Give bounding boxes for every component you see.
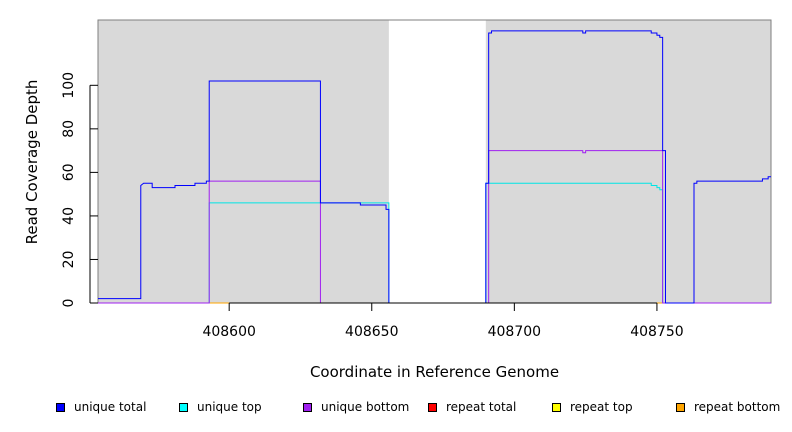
legend-item-repeat-total: repeat total (428, 400, 516, 414)
y-tick-label: 0 (61, 299, 77, 308)
legend-label: unique total (74, 400, 147, 414)
shaded-regions (98, 20, 771, 303)
x-tick-label: 408650 (345, 324, 398, 340)
legend-swatch (428, 402, 437, 412)
legend-label: repeat bottom (694, 400, 781, 414)
x-axis-title: Coordinate in Reference Genome (310, 363, 559, 381)
legend: unique total unique top unique bottom re… (0, 400, 792, 418)
y-tick-label: 40 (61, 207, 77, 225)
legend-label: unique top (197, 400, 262, 414)
y-tick-label: 100 (61, 72, 77, 99)
series-line-unique-top (98, 182, 771, 304)
shaded-region (485, 20, 771, 303)
legend-swatch (552, 402, 561, 412)
y-tick-label: 60 (61, 163, 77, 181)
legend-label: repeat total (446, 400, 517, 414)
shaded-region (98, 20, 389, 303)
legend-label: unique bottom (321, 400, 410, 414)
series-lines (98, 30, 771, 304)
legend-item-repeat-top: repeat top (552, 400, 633, 414)
y-tick-label: 20 (61, 251, 77, 269)
series-line-unique-total (98, 30, 771, 304)
legend-swatch (303, 402, 312, 412)
legend-item-repeat-bottom: repeat bottom (676, 400, 780, 414)
coverage-chart: 0 20 40 60 80 100 408600 408650 408700 408750 Coo… (23, 19, 772, 381)
y-tick-label: 80 (61, 120, 77, 138)
legend-label: repeat top (570, 400, 633, 414)
legend-item-unique-top: unique top (179, 400, 262, 414)
legend-swatch (179, 402, 188, 412)
legend-swatch (56, 402, 65, 412)
legend-item-unique-total: unique total (56, 400, 146, 414)
x-tick-label: 408700 (488, 324, 541, 340)
x-tick-label: 408600 (202, 324, 255, 340)
legend-swatch (676, 402, 685, 412)
x-tick-label: 408750 (630, 324, 683, 340)
y-axis-title: Read Coverage Depth (23, 80, 41, 245)
legend-item-unique-bottom: unique bottom (303, 400, 409, 414)
axes: 0 20 40 60 80 100 408600 408650 408700 408750 (61, 72, 684, 340)
